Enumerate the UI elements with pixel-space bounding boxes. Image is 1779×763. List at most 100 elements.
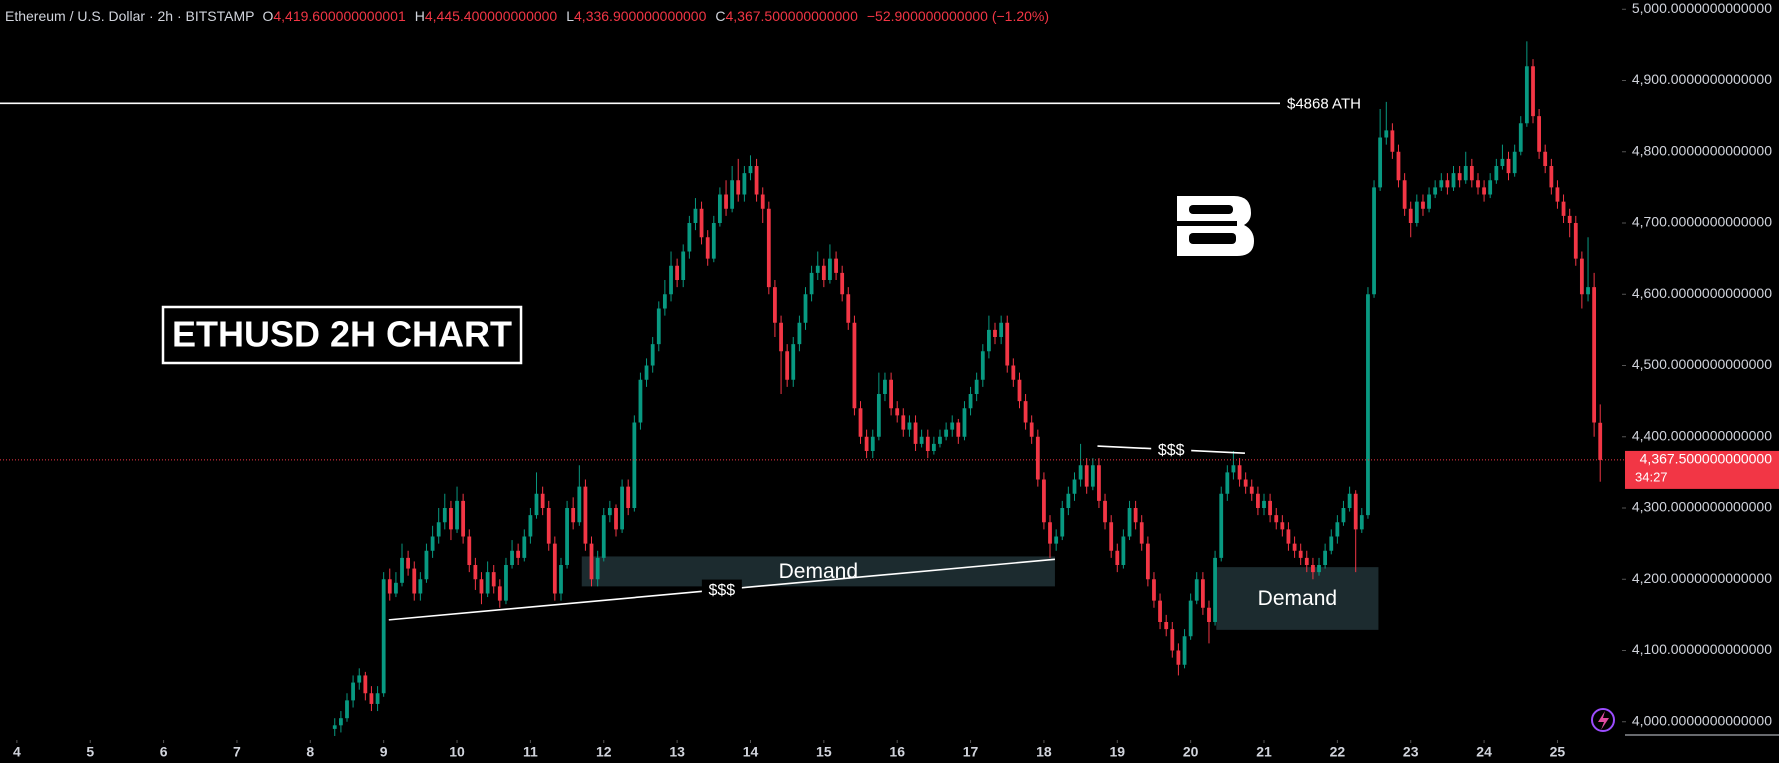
candle-body: [1176, 650, 1181, 665]
y-tick-label: 4,900.0000000000000: [1632, 71, 1772, 87]
candle-body: [1219, 493, 1224, 558]
candle-body: [1463, 166, 1468, 181]
candle-body: [546, 508, 551, 544]
candle-body: [528, 515, 533, 537]
candle-body: [1078, 465, 1083, 480]
candle-body: [644, 365, 649, 380]
candle-body: [1402, 180, 1407, 209]
candle-body: [1274, 515, 1279, 523]
candle-body: [1457, 173, 1462, 181]
candle-body: [571, 508, 576, 523]
candle-body: [846, 294, 851, 323]
candle-body: [1439, 180, 1444, 188]
y-tick-label: 4,500.0000000000000: [1632, 356, 1772, 372]
candle-body: [1127, 508, 1132, 537]
candle-body: [1292, 543, 1297, 551]
candle-body: [858, 408, 863, 437]
candle-body: [1304, 557, 1309, 566]
x-tick-label: 4: [13, 744, 21, 760]
candle-body: [1366, 294, 1370, 516]
candle-body: [626, 486, 631, 509]
candle-body: [1390, 130, 1395, 152]
candle-body: [1182, 636, 1187, 665]
chart-label-box: [161, 305, 523, 365]
x-tick-label: 22: [1330, 744, 1346, 760]
candle-body: [687, 223, 692, 252]
candle-body: [1145, 543, 1150, 580]
candle-body: [552, 543, 557, 594]
candle-body: [1103, 500, 1107, 523]
candle-body: [369, 693, 374, 704]
candle-body: [870, 436, 875, 452]
candle-body: [1164, 622, 1169, 630]
candle-body: [1090, 465, 1095, 487]
candle-body: [797, 322, 802, 345]
candle-body: [1372, 187, 1376, 295]
x-tick-label: 20: [1183, 744, 1199, 760]
candle-body: [1262, 500, 1266, 509]
candle-body: [1298, 550, 1303, 558]
candle-body: [1598, 422, 1603, 460]
candle-body: [791, 344, 796, 380]
candle-body: [1414, 201, 1419, 224]
candle-body: [748, 166, 753, 174]
candle-body: [363, 675, 368, 694]
candle-body: [803, 294, 808, 323]
candle-body: [638, 379, 643, 423]
liquidity-label-bg: [1151, 439, 1192, 460]
candle-body: [681, 251, 686, 281]
candle-body: [473, 565, 478, 580]
candle-body: [785, 351, 790, 380]
candle-body: [883, 379, 887, 395]
candle-body: [339, 718, 343, 726]
candle-body: [485, 572, 490, 594]
candle-body: [479, 579, 484, 594]
candle-body: [595, 557, 600, 580]
y-tick-label: 4,300.0000000000000: [1632, 499, 1772, 515]
candle-body: [516, 550, 521, 558]
candle-body: [418, 579, 423, 594]
candle-body: [1207, 607, 1211, 623]
candle-body: [1249, 486, 1254, 494]
candle-body: [925, 436, 930, 452]
candle-body: [1097, 465, 1101, 501]
candle-body: [1567, 215, 1572, 224]
x-tick-label: 9: [380, 744, 388, 760]
y-tick-label: 4,100.0000000000000: [1632, 641, 1772, 657]
candle-body: [919, 436, 924, 444]
ohlc-key: H: [415, 8, 425, 24]
candle-body: [1518, 123, 1523, 152]
candle-body: [1023, 401, 1028, 423]
candle-body: [895, 408, 900, 416]
ohlc-key: C: [715, 8, 725, 24]
chart-label: ETHUSD 2H CHART: [172, 314, 512, 355]
x-tick-label: 23: [1403, 744, 1419, 760]
candle-body: [559, 565, 563, 594]
candle-body: [449, 508, 453, 530]
y-tick-label: 5,000.0000000000000: [1632, 0, 1772, 16]
candle-body: [1237, 465, 1242, 480]
candle-body: [1531, 66, 1535, 117]
candle-body: [632, 422, 637, 509]
candle-body: [497, 586, 502, 601]
x-tick-label: 24: [1476, 744, 1492, 760]
alert-icon[interactable]: [1591, 708, 1615, 732]
candle-body: [442, 508, 447, 523]
ohlc-value: 4,336.900000000000: [574, 8, 707, 24]
ohlc-key: O: [262, 8, 273, 24]
y-tick-label: 4,200.0000000000000: [1632, 570, 1772, 586]
x-tick-label: 14: [743, 744, 759, 760]
candle-body: [491, 572, 496, 587]
candle-body: [1048, 522, 1052, 544]
candle-body: [705, 237, 710, 259]
x-tick-label: 18: [1036, 744, 1052, 760]
candle-body: [717, 194, 722, 224]
candle-body: [1469, 166, 1474, 181]
candle-body: [1194, 579, 1199, 601]
candle-body: [1035, 436, 1040, 480]
candle-body: [901, 415, 906, 430]
candle-body: [999, 322, 1004, 338]
candle-body: [351, 682, 355, 701]
candle-body: [589, 543, 594, 580]
